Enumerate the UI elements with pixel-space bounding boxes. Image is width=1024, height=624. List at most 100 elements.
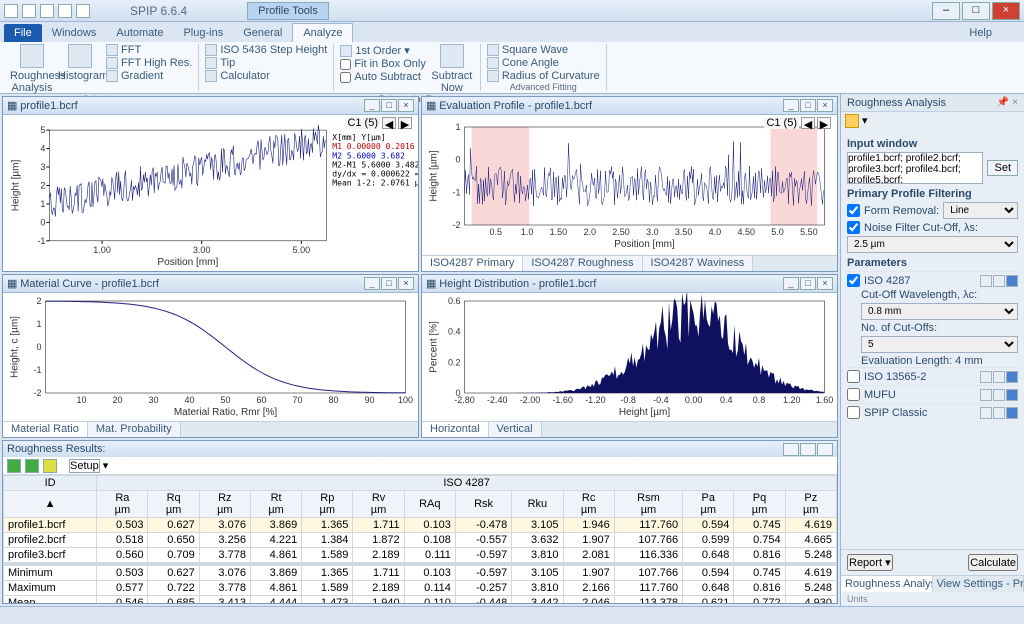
min-icon[interactable]: _: [364, 99, 380, 112]
file-tab[interactable]: File: [4, 24, 42, 42]
results-table[interactable]: IDISO 4287 ▲RaµmRqµmRzµmRtµmRpµmRvµmRAqR…: [3, 475, 837, 603]
material-chart[interactable]: -2-1012102030405060708090100Material Rat…: [3, 293, 418, 421]
form-removal-select[interactable]: Line: [943, 202, 1018, 219]
param-icon[interactable]: [980, 389, 992, 401]
profile-chart[interactable]: C1 (5)◀▶ -10123451.003.005.00Position [m…: [3, 115, 418, 271]
tab-mat-probability[interactable]: Mat. Probability: [88, 422, 181, 437]
panel-tab-view[interactable]: View Settings - Profile Anal...: [933, 576, 1024, 592]
param-icon[interactable]: [1006, 275, 1018, 287]
prev-button[interactable]: ◀: [801, 117, 815, 129]
calculator-button[interactable]: Calculator: [205, 70, 327, 82]
panel-pin-icon[interactable]: 📌 ×: [997, 97, 1018, 108]
dropdown-icon[interactable]: ▾: [862, 114, 868, 128]
next-button[interactable]: ▶: [398, 117, 412, 129]
close-icon[interactable]: ×: [817, 277, 833, 290]
input-files-field[interactable]: [847, 152, 983, 184]
max-icon[interactable]: [800, 443, 816, 456]
mufu-check[interactable]: [847, 388, 860, 401]
tool-icon[interactable]: [7, 459, 21, 473]
ncut-select[interactable]: 5: [861, 336, 1018, 353]
tab-waviness[interactable]: ISO4287 Waviness: [643, 256, 754, 271]
qat-icon[interactable]: [40, 4, 54, 18]
tab-roughness[interactable]: ISO4287 Roughness: [523, 256, 642, 271]
report-button[interactable]: Report ▾: [847, 554, 893, 571]
close-button[interactable]: ×: [992, 2, 1020, 20]
param-icon[interactable]: [980, 275, 992, 287]
tab-analyze[interactable]: Analyze: [292, 23, 353, 42]
autosub-check[interactable]: Auto Subtract: [340, 71, 426, 83]
minimize-button[interactable]: –: [932, 2, 960, 20]
tab-material-ratio[interactable]: Material Ratio: [3, 422, 88, 437]
max-icon[interactable]: □: [800, 277, 816, 290]
roughness-panel: Roughness Analysis📌 × ▾ Input window Set…: [840, 94, 1024, 606]
close-icon[interactable]: ×: [398, 277, 414, 290]
tab-windows[interactable]: Windows: [42, 24, 107, 42]
spip-classic-check[interactable]: [847, 406, 860, 419]
maximize-button[interactable]: □: [962, 2, 990, 20]
param-icon[interactable]: [980, 371, 992, 383]
prev-button[interactable]: ◀: [382, 117, 396, 129]
histogram-button[interactable]: Histogram: [58, 44, 102, 82]
cone-angle-button[interactable]: Cone Angle: [487, 57, 600, 69]
panel-tab-roughness[interactable]: Roughness Analysis: [841, 576, 933, 592]
max-icon[interactable]: □: [381, 99, 397, 112]
cutoff-select[interactable]: 0.8 mm: [861, 303, 1018, 320]
radius-curvature-button[interactable]: Radius of Curvature: [487, 70, 600, 82]
max-icon[interactable]: □: [800, 99, 816, 112]
min-icon[interactable]: _: [364, 277, 380, 290]
evaluation-chart[interactable]: C1 (5)◀▶ -2-1010.51.01.502.02.503.03.504…: [422, 115, 837, 255]
close-icon[interactable]: ×: [398, 99, 414, 112]
param-icon[interactable]: [993, 389, 1005, 401]
tab-automate[interactable]: Automate: [106, 24, 173, 42]
tab-plugins[interactable]: Plug-ins: [173, 24, 233, 42]
iso13565-check[interactable]: [847, 370, 860, 383]
histogram-chart[interactable]: 00.20.40.6-2.80-2.40-2.00-1.60-1.20-0.8-…: [422, 293, 837, 421]
set-button[interactable]: Set: [987, 160, 1018, 176]
noise-filter-check[interactable]: [847, 221, 860, 234]
param-icon[interactable]: [1006, 389, 1018, 401]
close-icon[interactable]: [817, 443, 833, 456]
tool-icon[interactable]: [43, 459, 57, 473]
order-select[interactable]: 1st Order ▾: [340, 44, 426, 57]
param-icon[interactable]: [1006, 371, 1018, 383]
qat-icon[interactable]: [22, 4, 36, 18]
param-icon[interactable]: [980, 407, 992, 419]
form-removal-check[interactable]: [847, 204, 860, 217]
svg-text:0: 0: [455, 155, 460, 165]
step-height-button[interactable]: ISO 5436 Step Height: [205, 44, 327, 56]
tool-icon[interactable]: [25, 459, 39, 473]
tab-primary[interactable]: ISO4287 Primary: [422, 256, 523, 271]
max-icon[interactable]: □: [381, 277, 397, 290]
tab-general[interactable]: General: [233, 24, 292, 42]
tip-button[interactable]: Tip: [205, 57, 327, 69]
param-icon[interactable]: [1006, 407, 1018, 419]
setup-menu[interactable]: Setup ▾: [69, 459, 108, 472]
roughness-analysis-button[interactable]: Roughness Analysis: [10, 44, 54, 94]
min-icon[interactable]: [783, 443, 799, 456]
min-icon[interactable]: _: [783, 277, 799, 290]
svg-text:0.4: 0.4: [720, 395, 733, 405]
next-button[interactable]: ▶: [817, 117, 831, 129]
tab-vertical[interactable]: Vertical: [489, 422, 542, 437]
param-icon[interactable]: [993, 407, 1005, 419]
fitbox-check[interactable]: Fit in Box Only: [340, 58, 426, 70]
context-tab[interactable]: Profile Tools: [247, 2, 329, 20]
qat-icon[interactable]: [76, 4, 90, 18]
tab-horizontal[interactable]: Horizontal: [422, 422, 489, 437]
close-icon[interactable]: ×: [817, 99, 833, 112]
min-icon[interactable]: _: [783, 99, 799, 112]
noise-value-select[interactable]: 2.5 µm: [847, 236, 1018, 253]
param-icon[interactable]: [993, 371, 1005, 383]
subtract-now-button[interactable]: Subtract Now: [430, 44, 474, 94]
square-wave-button[interactable]: Square Wave: [487, 44, 600, 56]
help-menu[interactable]: Help: [959, 24, 1002, 42]
calculate-button[interactable]: Calculate: [968, 554, 1018, 571]
fft-button[interactable]: FFT: [106, 44, 192, 56]
gradient-button[interactable]: Gradient: [106, 70, 192, 82]
fft-highres-button[interactable]: FFT High Res.: [106, 57, 192, 69]
qat-icon[interactable]: [4, 4, 18, 18]
folder-icon[interactable]: [845, 114, 859, 128]
qat-icon[interactable]: [58, 4, 72, 18]
param-icon[interactable]: [993, 275, 1005, 287]
iso4287-check[interactable]: [847, 274, 860, 287]
